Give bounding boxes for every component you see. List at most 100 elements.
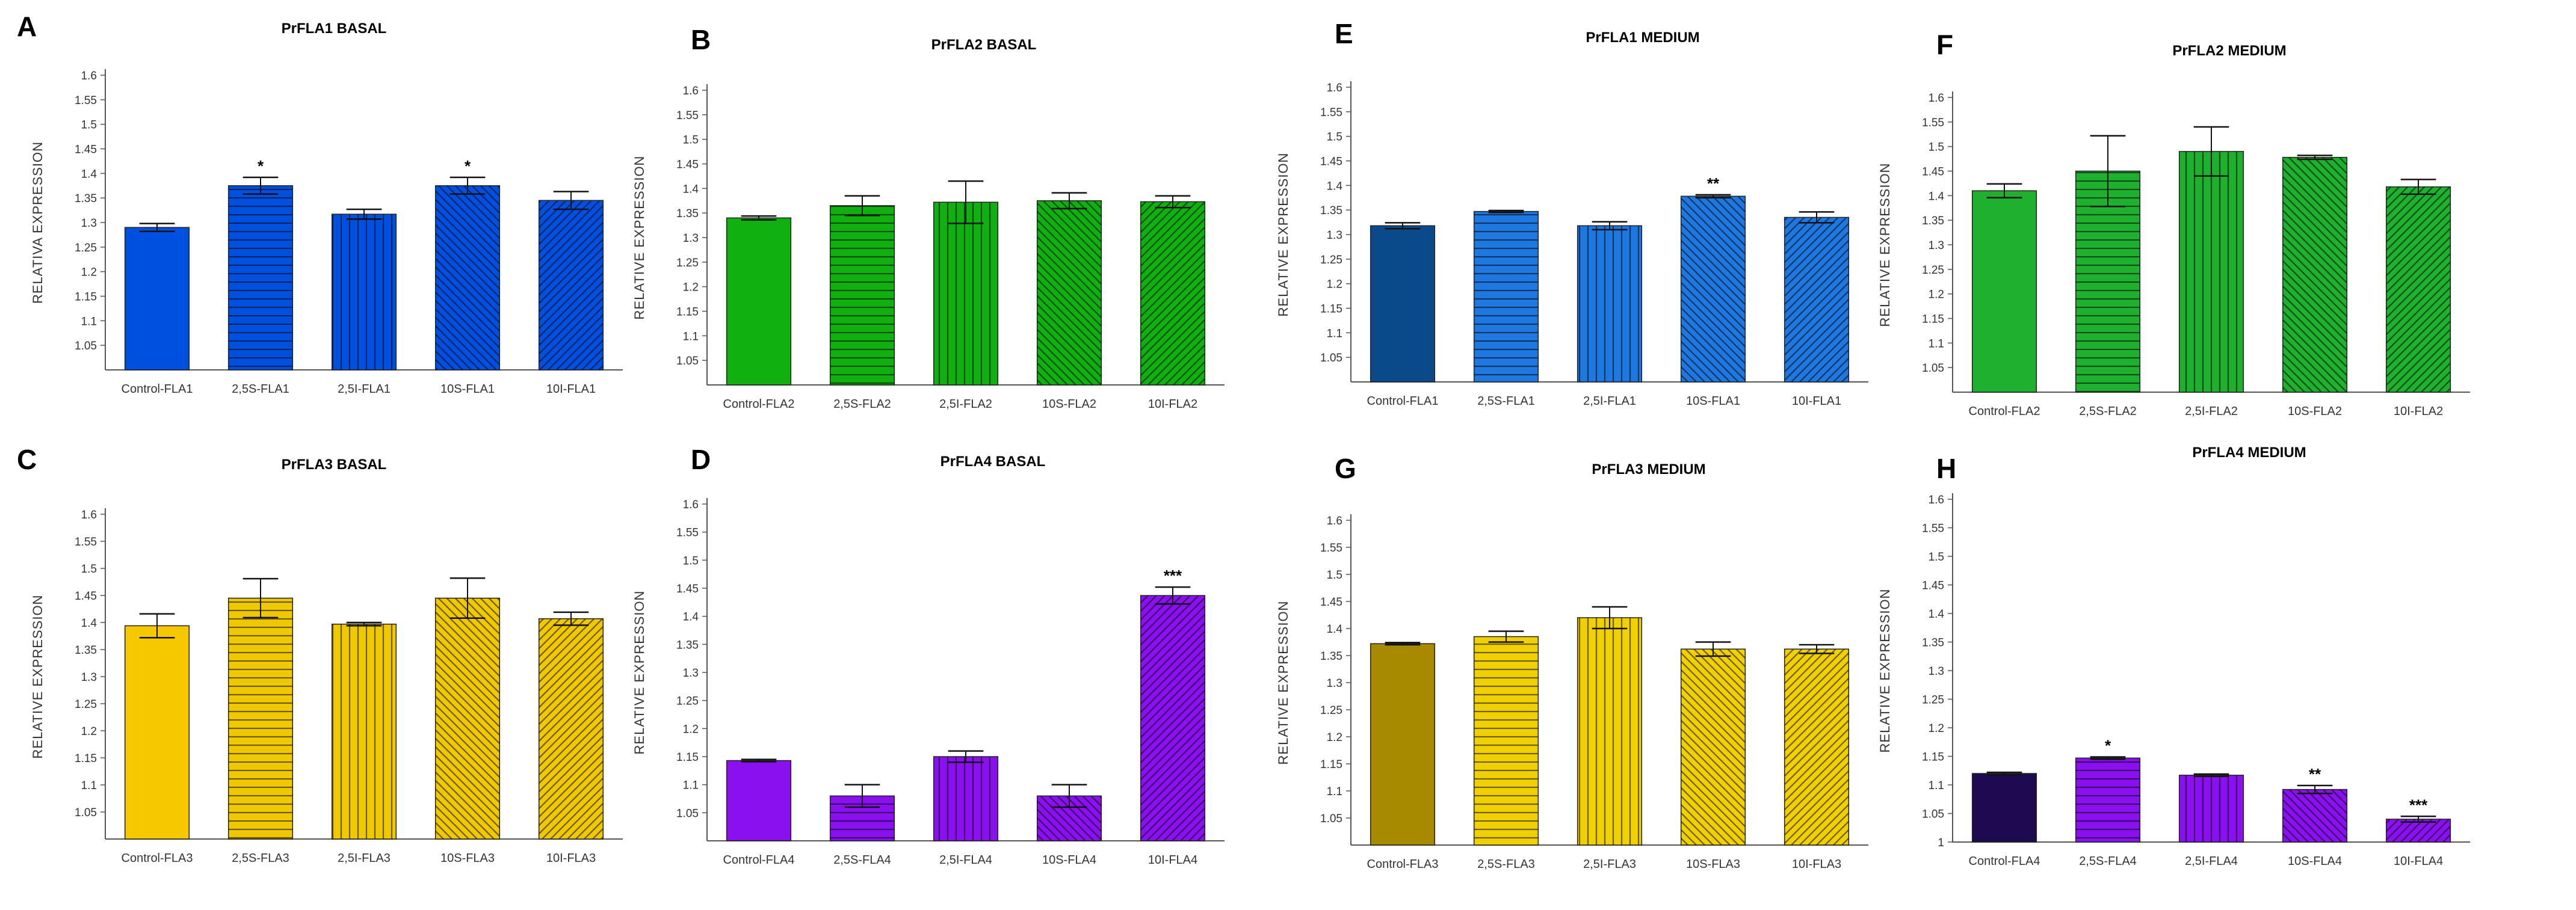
y-axis-label: RELATIVE EXPRESSION: [632, 591, 647, 755]
x-tick-label: 10S-FLA1: [440, 383, 495, 396]
x-tick-label: 10S-FLA3: [1686, 858, 1740, 871]
panel-b: B PrFLA2 BASAL RELATIVE EXPRESSION 1.05 1.1 1…: [632, 24, 1225, 411]
y-tick-label: 1.1: [81, 779, 97, 792]
y-tick-label: 1.5: [1929, 551, 1944, 564]
panel-h: H PrFLA4 MEDIUM RELATIVE EXPRESSION 1 1.05 1.…: [1877, 444, 2470, 868]
y-tick-label: 1.6: [683, 85, 699, 97]
x-tick-label: 2,5I-FLA4: [2185, 855, 2238, 868]
y-axis-label: RELATIVE EXPRESSION: [1877, 589, 1892, 753]
y-tick-label: 1.45: [676, 583, 699, 595]
x-tick-label: 10S-FLA2: [2288, 405, 2342, 418]
y-tick-label: 1.4: [81, 168, 97, 180]
y-tick-label: 1.2: [1327, 278, 1342, 291]
chart-title: PrFLA1 MEDIUM: [1586, 29, 1699, 46]
chart-title: PrFLA3 BASAL: [282, 457, 387, 473]
y-tick-label: 1.55: [1922, 523, 1944, 535]
significance-label: ***: [2409, 796, 2428, 814]
panel-c: C PrFLA3 BASAL RELATIVE EXPRESSION 1.05 1.1 1…: [17, 444, 623, 865]
y-tick-label: 1.3: [683, 232, 699, 245]
y-axis-label: RELATIVE EXPRESSION: [1276, 153, 1291, 317]
x-tick-label: 2,5S-FLA3: [1477, 858, 1535, 871]
bar: [1140, 595, 1206, 841]
x-tick-label: 2,5I-FLA4: [939, 853, 992, 867]
bar: [331, 214, 397, 370]
y-tick-label: 1.25: [1320, 254, 1342, 266]
y-tick-label: 1.35: [1922, 215, 1944, 227]
chart-title: PrFLA4 BASAL: [941, 453, 1046, 470]
y-tick-label: 1.05: [676, 807, 699, 820]
y-tick-label: 1.35: [1320, 650, 1342, 663]
bar: [1784, 648, 1850, 846]
y-tick-label: 1.6: [1327, 515, 1342, 527]
x-tick-label: 2,5I-FLA1: [1583, 395, 1636, 408]
x-tick-label: 2,5S-FLA3: [232, 852, 289, 865]
y-tick-label: 1.05: [676, 355, 699, 367]
y-tick-label: 1.25: [75, 242, 97, 254]
significance-label: **: [1707, 174, 1720, 192]
bar: [1370, 225, 1436, 383]
x-tick-label: 10S-FLA4: [2288, 855, 2342, 868]
y-tick-label: 1.2: [81, 725, 97, 738]
y-tick-label: 1.05: [75, 340, 97, 352]
y-tick-label: 1.4: [1327, 180, 1343, 192]
y-tick-label: 1.25: [1922, 694, 1944, 707]
y-tick-label: 1.15: [75, 291, 97, 304]
y-tick-label: 1.25: [1320, 704, 1342, 717]
panel-letter: H: [1936, 453, 1956, 484]
x-tick-label: 2,5I-FLA3: [338, 852, 391, 865]
bar: [1370, 643, 1436, 846]
x-tick-label: Control-FLA1: [1367, 395, 1439, 408]
y-tick-label: 1.6: [81, 509, 97, 521]
significance-label: *: [465, 157, 471, 175]
y-tick-label: 1.6: [1929, 494, 1944, 506]
panel-f: F PrFLA2 MEDIUM RELATIVE EXPRESSION 1.05 1.1…: [1877, 29, 2470, 418]
x-tick-label: 2,5S-FLA4: [833, 853, 891, 867]
y-tick-label: 1.3: [1929, 239, 1944, 252]
x-tick-label: 2,5S-FLA2: [2079, 405, 2137, 418]
y-tick-label: 1.2: [1929, 289, 1944, 301]
y-tick-label: 1.4: [683, 183, 699, 195]
y-tick-label: 1.35: [75, 192, 97, 205]
bar: [2282, 789, 2348, 843]
y-tick-label: 1: [1938, 837, 1944, 849]
y-tick-label: 1.25: [1922, 264, 1944, 277]
x-tick-label: 10I-FLA1: [1792, 395, 1841, 408]
bar: [1473, 211, 1539, 383]
x-tick-label: 10I-FLA4: [1148, 853, 1197, 867]
y-tick-label: 1.2: [1327, 731, 1342, 744]
y-tick-label: 1.45: [1922, 166, 1944, 179]
bar: [331, 623, 397, 840]
y-tick-label: 1.35: [676, 639, 699, 651]
panel-letter: G: [1335, 453, 1356, 484]
y-tick-label: 1.15: [1922, 313, 1944, 326]
panel-d: D PrFLA4 BASAL RELATIVE EXPRESSION 1.05 1.1 1…: [632, 444, 1225, 867]
bar: [1473, 636, 1539, 846]
y-tick-label: 1.6: [81, 70, 97, 82]
chart-title: PrFLA1 BASAL: [282, 20, 387, 37]
y-tick-label: 1.4: [1327, 623, 1343, 636]
x-tick-label: 10I-FLA3: [546, 852, 596, 865]
significance-label: ***: [1164, 567, 1182, 585]
significance-label: *: [258, 157, 264, 175]
panel-e: E PrFLA1 MEDIUM RELATIVE EXPRESSION 1.05 1.1…: [1276, 18, 1868, 408]
y-tick-label: 1.55: [75, 94, 97, 107]
x-tick-label: 2,5S-FLA4: [2079, 855, 2137, 868]
y-axis-label: RELATIVE EXPRESSION: [1877, 163, 1892, 327]
y-tick-label: 1.3: [1327, 229, 1342, 242]
bar: [2075, 170, 2141, 393]
y-tick-label: 1.1: [1327, 785, 1342, 798]
bar: [434, 185, 501, 370]
y-tick-label: 1.25: [75, 698, 97, 711]
y-tick-label: 1.45: [75, 590, 97, 603]
panel-letter: A: [17, 11, 37, 42]
x-tick-label: 2,5I-FLA1: [338, 383, 391, 396]
significance-label: **: [2309, 765, 2321, 783]
y-tick-label: 1.15: [676, 751, 699, 764]
y-axis-label: RELATIVE EXPRESSION: [632, 156, 647, 320]
bar: [2385, 186, 2451, 393]
y-tick-label: 1.05: [1320, 352, 1342, 364]
y-tick-label: 1.05: [1922, 362, 1944, 375]
bar: [1680, 648, 1746, 846]
y-tick-label: 1.2: [1929, 722, 1944, 735]
